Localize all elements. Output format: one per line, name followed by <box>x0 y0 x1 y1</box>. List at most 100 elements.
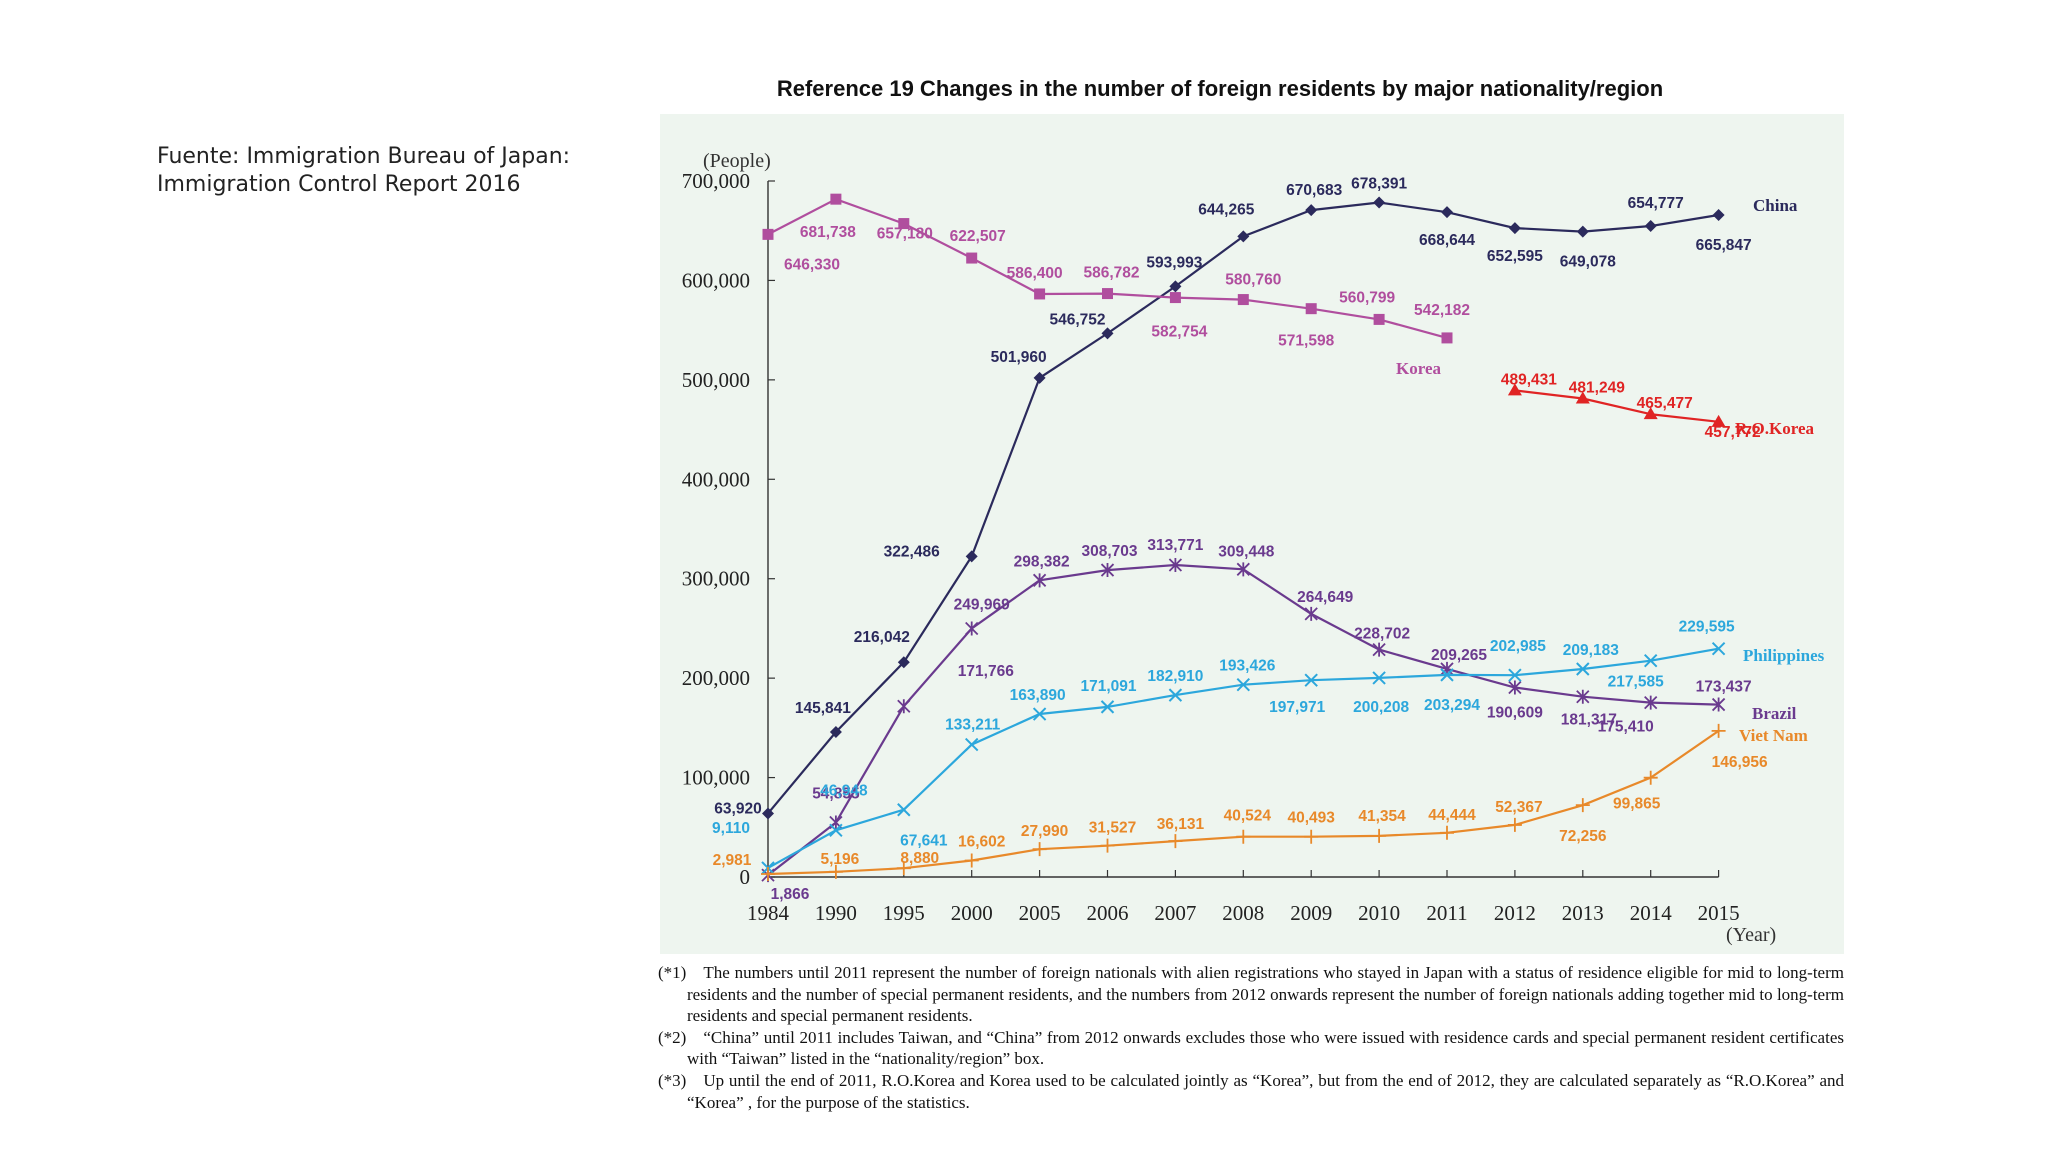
data-label-viet-nam: 41,354 <box>1358 808 1406 825</box>
series-label-r-o-korea: R.O.Korea <box>1735 419 1815 438</box>
data-point-philippines <box>1440 668 1454 682</box>
data-point-korea <box>1034 288 1046 300</box>
data-point-china <box>1373 196 1386 209</box>
data-label-viet-nam: 27,990 <box>1021 823 1068 840</box>
data-point-china <box>1644 219 1657 232</box>
data-point-viet-nam <box>1440 825 1454 840</box>
data-point-korea <box>1169 292 1181 304</box>
data-label-philippines: 217,585 <box>1608 674 1664 691</box>
data-point-brazil <box>1372 642 1386 657</box>
data-label-philippines: 133,211 <box>945 717 1001 734</box>
data-point-philippines <box>897 803 911 817</box>
data-point-philippines <box>1304 673 1318 687</box>
data-point-china <box>897 656 910 669</box>
chart-axes: 0 100,000 200,000 300,000 400,000 500,000 600,… <box>682 150 1776 946</box>
data-label-brazil: 308,703 <box>1081 543 1137 560</box>
data-label-viet-nam: 40,493 <box>1287 810 1335 827</box>
data-point-philippines <box>1168 688 1183 702</box>
data-point-philippines <box>1711 642 1726 656</box>
data-label-china: 668,644 <box>1419 232 1475 249</box>
data-point-korea <box>1373 313 1385 325</box>
footnote-2: (*2) “China” until 2011 includes Taiwan,… <box>658 1027 1844 1069</box>
data-point-viet-nam <box>1711 723 1726 738</box>
data-label-brazil: 309,448 <box>1218 543 1274 560</box>
y-tick-label: 400,000 <box>682 467 750 491</box>
data-label-viet-nam: 16,602 <box>958 833 1005 850</box>
data-label-korea: 657,180 <box>877 226 933 243</box>
data-point-viet-nam <box>1100 838 1115 853</box>
source-note: Fuente: Immigration Bureau of Japan: Imm… <box>157 143 570 199</box>
data-point-viet-nam <box>1032 842 1047 857</box>
data-label-brazil: 249,969 <box>954 596 1010 613</box>
data-label-korea: 586,782 <box>1083 265 1139 282</box>
data-point-korea <box>762 228 774 240</box>
y-tick-label: 700,000 <box>682 169 750 193</box>
data-point-brazil <box>1236 562 1250 577</box>
x-tick-label: 2010 <box>1358 901 1400 925</box>
data-point-korea <box>1441 332 1453 344</box>
data-point-brazil <box>1168 558 1183 573</box>
data-label-china: 665,847 <box>1696 237 1752 254</box>
data-label-viet-nam: 5,196 <box>821 851 860 868</box>
data-label-brazil: 54,855 <box>812 785 860 802</box>
footnote-1: (*1) The numbers until 2011 represent th… <box>658 963 1844 1026</box>
data-point-philippines <box>1032 707 1047 721</box>
data-point-korea <box>1102 288 1113 300</box>
data-label-philippines: 163,890 <box>1010 687 1066 704</box>
data-point-china <box>829 725 842 738</box>
data-label-philippines: 229,595 <box>1679 619 1735 636</box>
data-label-philippines: 67,641 <box>900 833 948 850</box>
data-label-philippines: 209,183 <box>1563 642 1619 659</box>
data-label-philippines: 203,294 <box>1424 697 1480 714</box>
data-label-r-o-korea: 481,249 <box>1569 380 1625 397</box>
data-label-china: 644,265 <box>1198 201 1254 218</box>
data-label-philippines: 46,948 <box>820 782 868 799</box>
data-point-philippines <box>1576 662 1590 676</box>
data-point-china <box>1237 230 1250 243</box>
data-point-china <box>1441 206 1453 219</box>
series-label-philippines: Philippines <box>1743 646 1825 665</box>
data-label-brazil: 175,410 <box>1598 719 1654 736</box>
data-point-philippines <box>829 823 843 838</box>
data-label-brazil: 190,609 <box>1487 704 1543 721</box>
x-tick-label: 2006 <box>1087 901 1129 925</box>
y-tick-label: 600,000 <box>682 268 750 292</box>
data-point-china <box>1576 225 1589 238</box>
data-point-china <box>1305 204 1318 217</box>
data-label-philippines: 9,110 <box>712 820 750 837</box>
footnote-3: (*3) Up until the end of 2011, R.O.Korea… <box>658 1070 1844 1112</box>
chart-series <box>761 193 1726 883</box>
x-tick-label: 2000 <box>951 901 993 925</box>
chart-data-labels: 63,920 145,841 216,042 322,486 501,960 546,75… <box>712 175 1825 903</box>
data-label-viet-nam: 99,865 <box>1613 796 1661 813</box>
data-label-korea: 582,754 <box>1151 324 1207 341</box>
data-point-viet-nam <box>896 861 911 876</box>
data-point-r-o-korea <box>1643 407 1658 420</box>
x-tick-label: 1984 <box>747 901 790 925</box>
data-label-korea: 571,598 <box>1278 333 1334 350</box>
data-point-korea <box>966 252 978 264</box>
y-tick-label: 500,000 <box>682 368 750 392</box>
y-axis-label: (People) <box>703 150 771 172</box>
data-label-korea: 622,507 <box>950 228 1006 245</box>
x-tick-label: 2005 <box>1019 901 1061 925</box>
data-label-brazil: 228,702 <box>1354 626 1410 643</box>
data-point-viet-nam <box>1643 770 1658 785</box>
data-label-korea: 681,738 <box>800 224 856 241</box>
data-label-china: 322,486 <box>884 543 940 560</box>
data-point-china <box>1101 327 1114 340</box>
data-point-r-o-korea <box>1507 383 1522 396</box>
x-tick-label: 1995 <box>883 901 925 925</box>
data-point-korea <box>898 218 910 230</box>
data-label-brazil: 298,382 <box>1014 553 1070 570</box>
data-point-china <box>1508 222 1521 235</box>
x-tick-label: 2011 <box>1426 901 1467 925</box>
x-tick-label: 2009 <box>1290 901 1332 925</box>
data-point-china <box>1169 280 1182 293</box>
data-label-viet-nam: 36,131 <box>1157 816 1205 833</box>
chart-panel <box>660 114 1844 954</box>
data-label-viet-nam: 146,956 <box>1712 754 1768 771</box>
data-point-brazil <box>965 621 979 636</box>
y-tick-label: 100,000 <box>682 766 750 790</box>
data-label-korea: 586,400 <box>1007 265 1063 282</box>
